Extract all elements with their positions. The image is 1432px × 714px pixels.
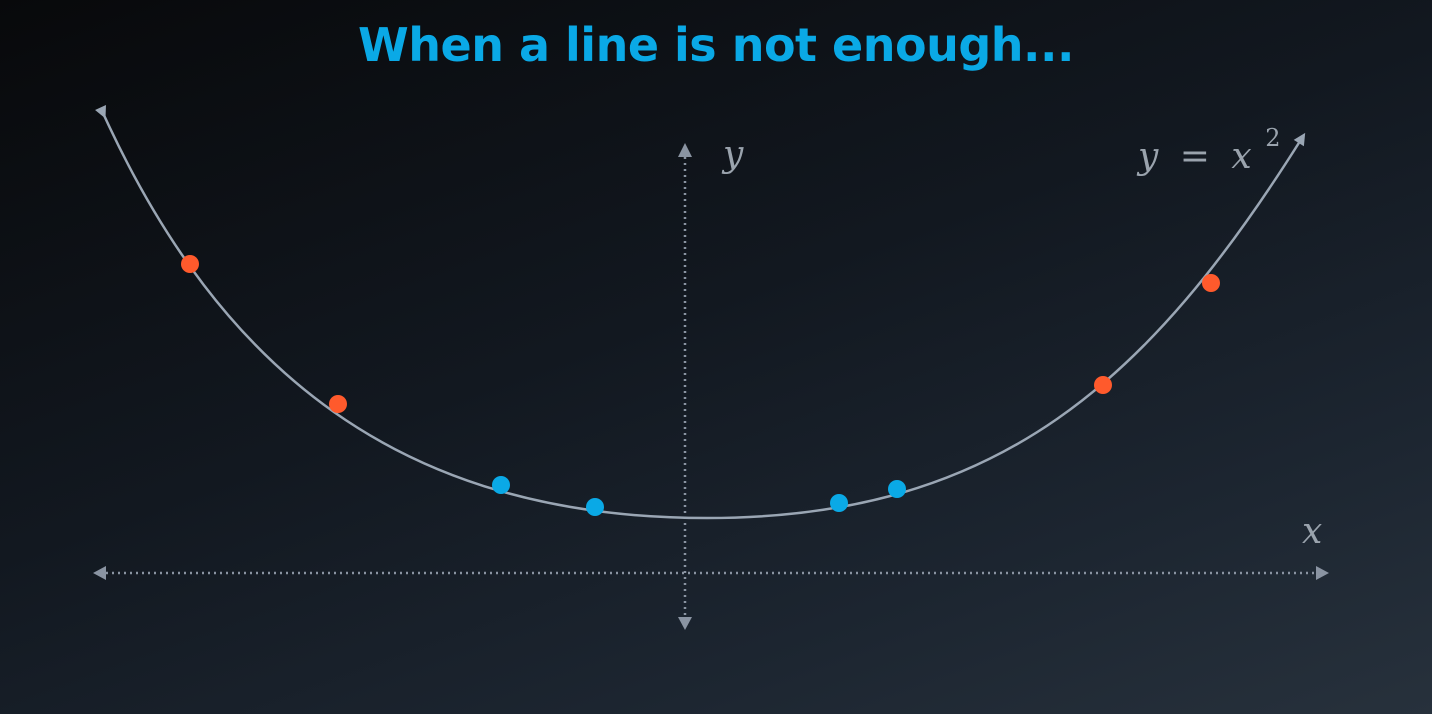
y-axis	[678, 143, 692, 630]
equation-equals: =	[1180, 136, 1210, 177]
curve-equation-label: y = x 2	[1136, 124, 1280, 177]
y-axis-top-arrow-icon	[678, 143, 692, 157]
y-axis-bottom-arrow-icon	[678, 617, 692, 630]
slide-title: When a line is not enough...	[358, 18, 1074, 72]
x-axis-left-arrow-icon	[93, 566, 106, 580]
data-point-blue-1	[492, 476, 510, 494]
data-point-red-3	[1094, 376, 1112, 394]
equation-exponent: 2	[1265, 124, 1280, 152]
data-point-red-4	[1202, 274, 1220, 292]
x-axis	[93, 566, 1329, 580]
data-point-red-1	[181, 255, 199, 273]
data-points	[181, 255, 1220, 516]
x-axis-label: x	[1302, 511, 1322, 552]
parabola-curve	[95, 105, 1306, 520]
data-point-blue-4	[888, 480, 906, 498]
data-point-blue-3	[830, 494, 848, 512]
data-point-red-2	[329, 395, 347, 413]
equation-base: x	[1231, 136, 1251, 177]
x-axis-right-arrow-icon	[1316, 566, 1329, 580]
y-axis-label: y	[721, 134, 744, 175]
equation-lhs: y	[1136, 136, 1159, 177]
data-point-blue-2	[586, 498, 604, 516]
